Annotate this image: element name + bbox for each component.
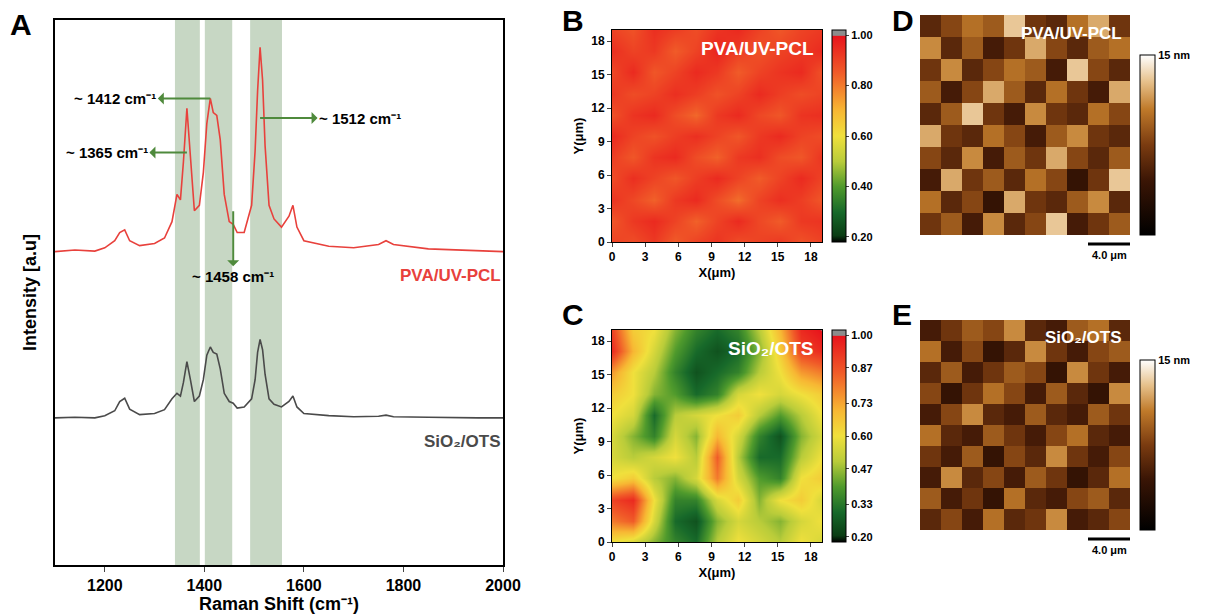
svg-text:1.00: 1.00 (851, 29, 872, 41)
svg-text:X(μm): X(μm) (699, 565, 736, 580)
svg-text:9: 9 (598, 435, 605, 449)
svg-text:15: 15 (591, 68, 605, 82)
svg-text:1400: 1400 (187, 577, 223, 594)
svg-text:1200: 1200 (87, 577, 123, 594)
svg-text:15 nm: 15 nm (1158, 354, 1190, 366)
svg-text:PVA/UV-PCL: PVA/UV-PCL (1021, 24, 1122, 43)
svg-text:0: 0 (598, 235, 605, 249)
svg-text:6: 6 (598, 168, 605, 182)
svg-text:SiO₂/OTS: SiO₂/OTS (1045, 328, 1122, 347)
svg-text:0.33: 0.33 (851, 498, 872, 510)
svg-text:SiO₂/OTS: SiO₂/OTS (728, 338, 814, 359)
svg-text:Raman Shift (cm⁻¹): Raman Shift (cm⁻¹) (199, 594, 359, 614)
svg-text:18: 18 (591, 34, 605, 48)
svg-text:15 nm: 15 nm (1158, 49, 1190, 61)
svg-text:Intensity [a.u]: Intensity [a.u] (20, 234, 40, 351)
svg-text:0: 0 (598, 535, 605, 549)
svg-text:9: 9 (708, 250, 715, 264)
svg-text:3: 3 (598, 502, 605, 516)
svg-text:PVA/UV-PCL: PVA/UV-PCL (400, 266, 501, 285)
svg-text:18: 18 (804, 250, 818, 264)
svg-text:C: C (562, 298, 584, 331)
svg-text:1.00: 1.00 (851, 329, 872, 341)
svg-text:PVA/UV-PCL: PVA/UV-PCL (701, 38, 814, 59)
svg-text:2000: 2000 (485, 577, 521, 594)
svg-text:~ 1365 cm⁻¹: ~ 1365 cm⁻¹ (66, 144, 148, 161)
svg-text:1600: 1600 (286, 577, 322, 594)
svg-text:E: E (892, 298, 912, 331)
svg-text:9: 9 (598, 135, 605, 149)
svg-text:0.73: 0.73 (851, 397, 872, 409)
svg-text:~ 1412 cm⁻¹: ~ 1412 cm⁻¹ (74, 90, 156, 107)
svg-text:X(μm): X(μm) (699, 265, 736, 280)
svg-text:3: 3 (642, 550, 649, 564)
svg-text:15: 15 (591, 368, 605, 382)
svg-text:6: 6 (598, 468, 605, 482)
svg-text:18: 18 (591, 334, 605, 348)
svg-text:9: 9 (708, 550, 715, 564)
svg-text:0.20: 0.20 (851, 231, 872, 243)
svg-text:4.0 μm: 4.0 μm (1092, 249, 1127, 261)
svg-text:SiO₂/OTS: SiO₂/OTS (424, 432, 501, 451)
svg-text:~ 1458 cm⁻¹: ~ 1458 cm⁻¹ (192, 268, 274, 285)
svg-text:0.40: 0.40 (851, 180, 872, 192)
svg-text:0.60: 0.60 (851, 430, 872, 442)
svg-text:0.47: 0.47 (851, 463, 872, 475)
svg-text:0.20: 0.20 (851, 531, 872, 543)
svg-text:18: 18 (804, 550, 818, 564)
svg-text:15: 15 (771, 250, 785, 264)
svg-text:Y(μm): Y(μm) (571, 418, 586, 455)
svg-text:3: 3 (642, 250, 649, 264)
svg-text:Y(μm): Y(μm) (571, 118, 586, 155)
svg-text:12: 12 (591, 101, 605, 115)
svg-text:3: 3 (598, 202, 605, 216)
svg-text:~ 1512 cm⁻¹: ~ 1512 cm⁻¹ (319, 110, 401, 127)
svg-text:A: A (10, 8, 32, 41)
svg-text:0: 0 (609, 250, 616, 264)
svg-text:1800: 1800 (386, 577, 422, 594)
svg-text:15: 15 (771, 550, 785, 564)
svg-text:12: 12 (738, 250, 752, 264)
svg-text:0.80: 0.80 (851, 79, 872, 91)
svg-text:4.0 μm: 4.0 μm (1092, 544, 1127, 556)
svg-text:6: 6 (675, 250, 682, 264)
svg-text:0: 0 (609, 550, 616, 564)
svg-text:12: 12 (738, 550, 752, 564)
svg-text:0.60: 0.60 (851, 130, 872, 142)
svg-text:D: D (892, 4, 914, 37)
svg-text:6: 6 (675, 550, 682, 564)
svg-text:0.87: 0.87 (851, 362, 872, 374)
svg-text:B: B (562, 4, 584, 37)
svg-text:12: 12 (591, 401, 605, 415)
